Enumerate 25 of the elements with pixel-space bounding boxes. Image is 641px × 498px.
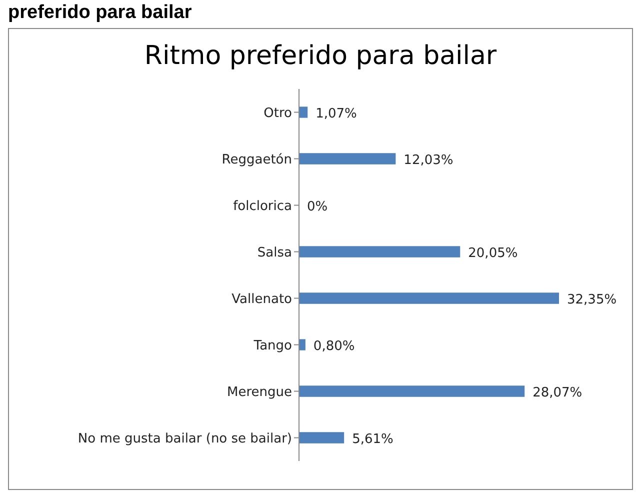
text: preferido para bailar xyxy=(8,2,192,24)
y-tick-label: No me gusta bailar (no se bailar) xyxy=(78,431,292,446)
bar xyxy=(299,106,308,118)
data-label: 5,61% xyxy=(352,432,394,447)
bar xyxy=(299,292,559,304)
data-label: 12,03% xyxy=(404,152,454,168)
y-tick-label: Merengue xyxy=(227,384,292,400)
data-label: 0,80% xyxy=(313,338,355,354)
data-label: 0% xyxy=(307,199,328,214)
data-label: 28,07% xyxy=(532,385,582,400)
y-tick-label: folclorica xyxy=(233,198,292,214)
bar xyxy=(299,432,344,444)
y-tick-label: Vallenato xyxy=(232,292,292,307)
chart-title: Ritmo preferido para bailar xyxy=(143,41,498,71)
bar xyxy=(299,246,460,258)
data-label: 1,07% xyxy=(316,106,357,122)
data-label: 32,35% xyxy=(567,292,617,308)
data-label: 20,05% xyxy=(468,246,518,261)
bar xyxy=(299,153,396,164)
y-tick-label: Reggaetón xyxy=(222,152,292,168)
bar xyxy=(299,339,306,350)
y-tick-label: Salsa xyxy=(257,245,292,260)
y-tick-label: Tango xyxy=(252,338,292,354)
y-tick-label: Otro xyxy=(264,106,292,121)
bar xyxy=(299,386,525,397)
